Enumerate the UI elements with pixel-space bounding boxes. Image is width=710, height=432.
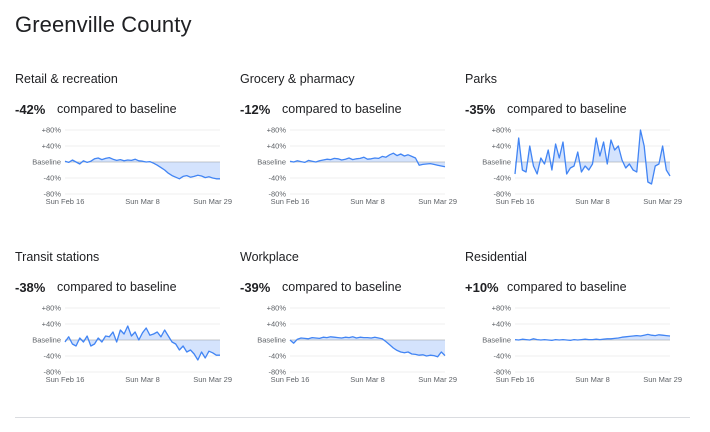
x-tick-label: Sun Mar 8 (350, 197, 385, 206)
y-tick-label: -80% (493, 368, 511, 377)
series-line (289, 152, 446, 168)
y-tick-label: +80% (267, 126, 287, 135)
series-line (289, 336, 446, 358)
y-tick-label: -80% (268, 190, 286, 199)
y-tick-label: +80% (492, 304, 512, 313)
series-line (64, 156, 220, 180)
y-tick-label: -40% (268, 352, 286, 361)
y-tick-label: -80% (493, 190, 511, 199)
mobility-chart: +80% +40% Baseline -40% -80%Sun Feb 16 Sun Ma… (482, 304, 682, 385)
percent-change: -39% (240, 280, 271, 295)
y-tick-label: +40% (492, 320, 512, 329)
x-tick-label: Sun Feb 16 (46, 197, 85, 206)
mobility-card: Grocery & pharmacy -12% compared to baseli… (240, 72, 457, 242)
mobility-chart: +80% +40% Baseline -40% -80%Sun Feb 16 Sun Ma… (32, 304, 232, 385)
y-tick-label: +40% (42, 320, 62, 329)
compared-label: compared to baseline (57, 280, 177, 294)
y-tick-label: +40% (42, 142, 62, 151)
y-tick-label: -40% (268, 174, 286, 183)
y-tick-label: -40% (493, 352, 511, 361)
y-tick-label: Baseline (257, 158, 286, 167)
mobility-card: Workplace -39% compared to baseline +80% +40… (240, 250, 457, 420)
percent-change: -38% (15, 280, 46, 295)
x-tick-label: Sun Mar 8 (125, 197, 160, 206)
y-tick-label: +80% (267, 304, 287, 313)
y-tick-label: -80% (268, 368, 286, 377)
category-label: Residential (465, 250, 527, 264)
divider (15, 417, 690, 418)
y-tick-label: +80% (42, 304, 62, 313)
page-title: Greenville County (15, 12, 192, 37)
series-line (64, 325, 220, 361)
baseline-fill-area (65, 157, 220, 179)
compared-label: compared to baseline (282, 280, 402, 294)
baseline-fill-area (515, 130, 670, 184)
percent-change: -35% (465, 102, 496, 117)
percent-change: -42% (15, 102, 46, 117)
x-tick-label: Sun Mar 29 (193, 375, 232, 384)
mobility-chart: +80% +40% Baseline -40% -80%Sun Feb 16 Sun Ma… (482, 126, 682, 207)
compared-label: compared to baseline (507, 102, 627, 116)
x-tick-label: Sun Feb 16 (496, 375, 535, 384)
category-label: Workplace (240, 250, 299, 264)
category-label: Parks (465, 72, 497, 86)
y-tick-label: +40% (267, 142, 287, 151)
compared-label: compared to baseline (57, 102, 177, 116)
x-tick-label: Sun Mar 29 (418, 375, 457, 384)
y-tick-label: +40% (492, 142, 512, 151)
x-tick-label: Sun Mar 29 (193, 197, 232, 206)
x-tick-label: Sun Mar 29 (418, 197, 457, 206)
mobility-chart: +80% +40% Baseline -40% -80%Sun Feb 16 Sun Ma… (257, 304, 457, 385)
y-tick-label: +40% (267, 320, 287, 329)
y-tick-label: -80% (43, 190, 61, 199)
x-tick-label: Sun Feb 16 (46, 375, 85, 384)
y-tick-label: Baseline (482, 158, 511, 167)
y-tick-label: Baseline (32, 158, 61, 167)
x-tick-label: Sun Feb 16 (271, 197, 310, 206)
mobility-chart: +80% +40% Baseline -40% -80%Sun Feb 16 Sun Ma… (32, 126, 232, 207)
y-tick-label: Baseline (32, 336, 61, 345)
series-line (514, 333, 671, 342)
category-label: Transit stations (15, 250, 100, 264)
mobility-chart: +80% +40% Baseline -40% -80%Sun Feb 16 Sun Ma… (257, 126, 457, 207)
y-tick-label: +80% (42, 126, 62, 135)
x-tick-label: Sun Mar 29 (643, 197, 682, 206)
compared-label: compared to baseline (282, 102, 402, 116)
series-line (514, 129, 671, 185)
baseline-fill-area (515, 334, 670, 341)
percent-change: +10% (465, 280, 499, 295)
x-tick-label: Sun Mar 29 (643, 375, 682, 384)
x-tick-label: Sun Mar 8 (125, 375, 160, 384)
x-tick-label: Sun Feb 16 (271, 375, 310, 384)
y-tick-label: +80% (492, 126, 512, 135)
y-tick-label: Baseline (257, 336, 286, 345)
compared-label: compared to baseline (507, 280, 627, 294)
percent-change: -12% (240, 102, 271, 117)
category-label: Grocery & pharmacy (240, 72, 355, 86)
y-tick-label: Baseline (482, 336, 511, 345)
x-tick-label: Sun Mar 8 (575, 197, 610, 206)
mobility-card: Transit stations -38% compared to baseline… (15, 250, 232, 420)
y-tick-label: -40% (43, 174, 61, 183)
y-tick-label: -40% (493, 174, 511, 183)
baseline-fill-area (65, 326, 220, 360)
mobility-card: Residential +10% compared to baseline +80% +… (465, 250, 682, 420)
y-tick-label: -40% (43, 352, 61, 361)
x-tick-label: Sun Feb 16 (496, 197, 535, 206)
x-tick-label: Sun Mar 8 (350, 375, 385, 384)
mobility-card: Retail & recreation -42% compared to basel… (15, 72, 232, 242)
mobility-card: Parks -35% compared to baseline +80% +40% Bas… (465, 72, 682, 242)
baseline-fill-area (290, 153, 445, 167)
y-tick-label: -80% (43, 368, 61, 377)
category-label: Retail & recreation (15, 72, 118, 86)
x-tick-label: Sun Mar 8 (575, 375, 610, 384)
